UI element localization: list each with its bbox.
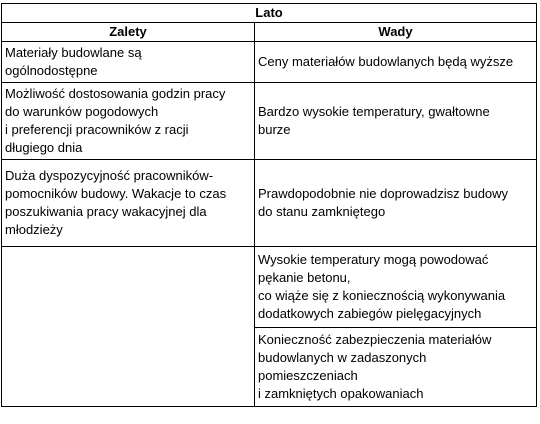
table-row: Konieczność zabezpieczenia materiałów bu… (2, 327, 538, 407)
table-title-row: Lato (0, 3, 538, 23)
cons-cell: Konieczność zabezpieczenia materiałów bu… (253, 327, 538, 407)
pros-cell: Możliwość dostosowania godzin pracy do w… (1, 82, 255, 160)
cons-cell: Ceny materiałów budowlanych będą wyższe (253, 41, 538, 83)
pros-cell-empty (1, 246, 255, 407)
header-pros: Zalety (1, 22, 255, 42)
pros-cell: Materiały budowlane są ogólnodostępne (1, 41, 255, 83)
table-row: Możliwość dostosowania godzin pracy do w… (1, 82, 538, 160)
cons-cell: Bardzo wysokie temperatury, gwałtowne bu… (253, 82, 538, 160)
table-title: Lato (0, 3, 538, 23)
table-row: Duża dyspozycyjność pracowników- pomocni… (1, 159, 538, 247)
cons-cell: Prawdopodobnie nie doprowadzisz budowy d… (253, 159, 538, 247)
cons-cell: Wysokie temperatury mogą powodować pękan… (253, 246, 538, 328)
pros-cell: Duża dyspozycyjność pracowników- pomocni… (1, 159, 255, 247)
header-cons: Wady (253, 22, 538, 42)
pros-cons-table: Lato Zalety Wady Materiały budowlane są … (0, 3, 538, 407)
table-row: Materiały budowlane są ogólnodostępne Ce… (1, 41, 538, 83)
table-row: Wysokie temperatury mogą powodować pękan… (1, 246, 538, 407)
table-header-row: Zalety Wady (1, 22, 538, 42)
